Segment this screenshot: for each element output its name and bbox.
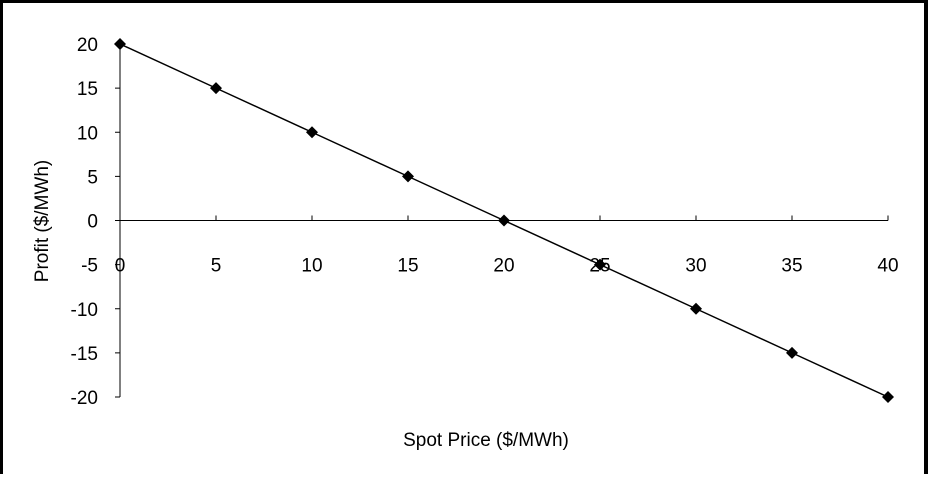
y-tick-label: 20 [77,35,98,56]
y-tick-label: 15 [77,79,98,100]
y-tick-label: -5 [81,256,98,277]
y-axis: 20 15 10 5 0 -5 -10 -15 -20 [71,35,121,409]
x-tick-label: 30 [685,256,706,277]
y-tick-label: -20 [71,388,98,409]
data-point-marker [210,82,222,95]
data-point-marker [306,126,318,139]
x-tick-label: 40 [877,256,898,277]
y-tick-label: -10 [71,300,98,321]
x-tick-label: 35 [781,256,802,277]
data-point-marker [114,38,126,50]
data-point-marker [690,302,702,315]
y-tick-label: 10 [77,123,98,144]
y-axis-title: Profit ($/MWh) [32,160,53,282]
data-point-marker [786,346,798,359]
x-tick-label: 5 [211,256,222,277]
series [114,38,894,403]
data-point-marker [498,214,510,227]
x-tick-label: 10 [301,256,322,277]
data-point-marker [402,170,414,183]
y-tick-label: -15 [71,344,98,365]
x-axis: 0510152025303540 [115,215,899,277]
x-tick-label: 20 [493,256,514,277]
y-tick-label: 5 [87,167,98,188]
y-tick-label: 0 [87,212,98,233]
data-point-marker [594,258,606,271]
x-axis-title: Spot Price ($/MWh) [403,430,569,451]
data-point-marker [882,391,894,403]
x-tick-label: 0 [115,256,126,277]
x-tick-label: 15 [397,256,418,277]
